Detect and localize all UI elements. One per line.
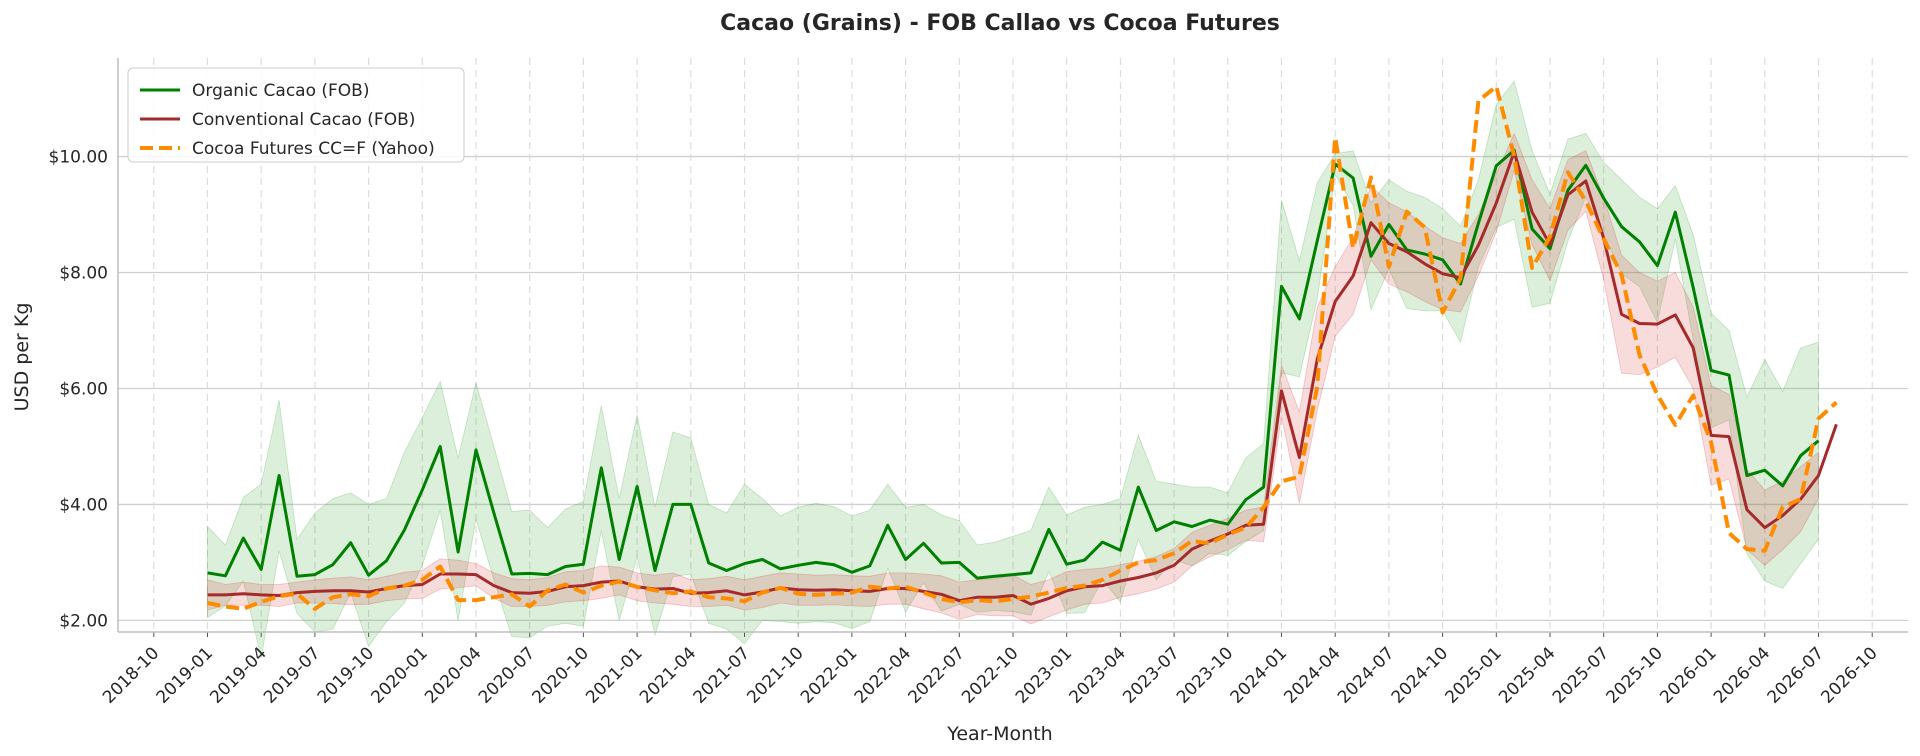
x-axis-label: Year-Month bbox=[946, 723, 1052, 745]
x-tick-label: 2024-01 bbox=[1227, 643, 1291, 707]
x-tick-label: 2025-01 bbox=[1441, 643, 1505, 707]
x-tick-label: 2021-07 bbox=[690, 643, 754, 707]
x-tick-label: 2020-07 bbox=[475, 643, 539, 707]
x-tick-label: 2020-10 bbox=[529, 643, 593, 707]
x-tick-label: 2021-01 bbox=[582, 643, 646, 707]
y-axis-label: USD per Kg bbox=[11, 303, 33, 412]
x-tick-label: 2023-01 bbox=[1012, 643, 1076, 707]
x-tick-label: 2022-01 bbox=[797, 643, 861, 707]
legend-label: Cocoa Futures CC=F (Yahoo) bbox=[192, 139, 435, 159]
x-tick-label: 2020-01 bbox=[367, 643, 431, 707]
y-tick-label: $2.00 bbox=[59, 611, 108, 631]
x-tick-label: 2022-10 bbox=[958, 643, 1022, 707]
x-tick-label: 2026-10 bbox=[1817, 643, 1881, 707]
y-tick-label: $10.00 bbox=[49, 148, 108, 168]
x-tick-label: 2021-10 bbox=[743, 643, 807, 707]
x-tick-label: 2023-04 bbox=[1066, 643, 1130, 707]
x-tick-label: 2019-10 bbox=[314, 643, 378, 707]
legend-label: Conventional Cacao (FOB) bbox=[192, 110, 415, 130]
x-tick-label: 2023-10 bbox=[1173, 643, 1237, 707]
x-tick-label: 2022-07 bbox=[904, 643, 968, 707]
series-line bbox=[207, 150, 1838, 606]
x-tick-label: 2025-07 bbox=[1549, 643, 1613, 707]
x-tick-label: 2018-10 bbox=[99, 643, 163, 707]
x-tick-label: 2026-07 bbox=[1764, 643, 1828, 707]
x-tick-label: 2024-10 bbox=[1388, 643, 1452, 707]
x-tick-label: 2019-07 bbox=[260, 643, 324, 707]
series-lines bbox=[207, 84, 1838, 611]
chart-title: Cacao (Grains) - FOB Callao vs Cocoa Fut… bbox=[720, 11, 1280, 36]
x-tick-label: 2025-10 bbox=[1603, 643, 1667, 707]
x-tick-label: 2021-04 bbox=[636, 643, 700, 707]
x-tick-labels: 2018-102019-012019-042019-072019-102020-… bbox=[99, 643, 1882, 707]
series-line bbox=[207, 148, 1820, 580]
x-tick-label: 2023-07 bbox=[1119, 643, 1183, 707]
x-tick-label: 2019-04 bbox=[206, 643, 270, 707]
series-line bbox=[207, 84, 1838, 611]
legend-frame bbox=[127, 67, 465, 163]
y-tick-labels: $2.00 $4.00 $6.00 $8.00 $10.00 bbox=[49, 148, 108, 632]
axes bbox=[117, 58, 1908, 633]
x-tick-label: 2024-07 bbox=[1334, 643, 1398, 707]
x-tick-label: 2026-04 bbox=[1710, 643, 1774, 707]
vertical-gridlines bbox=[153, 58, 1873, 637]
y-tick-label: $4.00 bbox=[59, 495, 108, 515]
legend-label: Organic Cacao (FOB) bbox=[192, 81, 369, 101]
x-tick-label: 2022-04 bbox=[851, 643, 915, 707]
legend: Organic Cacao (FOB) Conventional Cacao (F… bbox=[127, 67, 465, 163]
x-tick-label: 2025-04 bbox=[1495, 643, 1559, 707]
x-tick-label: 2026-01 bbox=[1656, 643, 1720, 707]
x-tick-label: 2019-01 bbox=[153, 643, 217, 707]
x-tick-label: 2024-04 bbox=[1280, 643, 1344, 707]
y-tick-label: $8.00 bbox=[59, 264, 108, 284]
x-tick-label: 2020-04 bbox=[421, 643, 485, 707]
y-tick-label: $6.00 bbox=[59, 379, 108, 399]
